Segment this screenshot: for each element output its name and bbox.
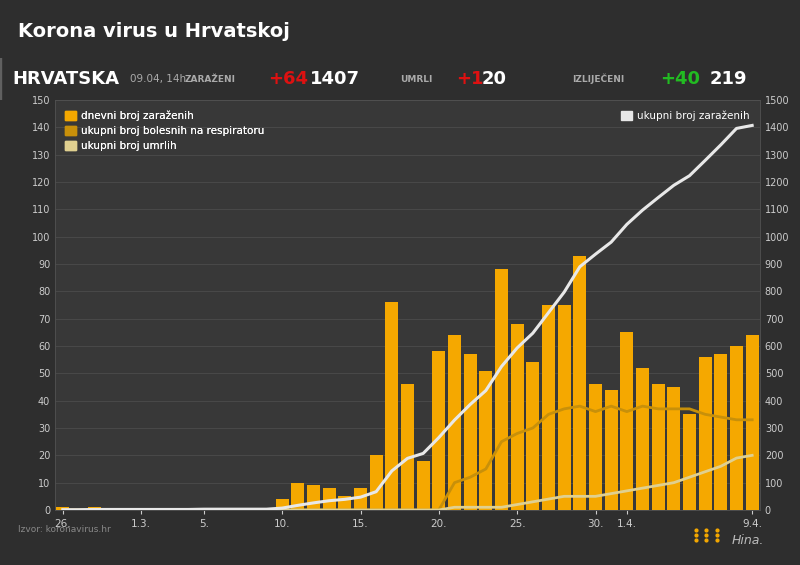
Bar [448, 335, 461, 510]
Text: +64: +64 [268, 70, 308, 88]
Bar [573, 256, 586, 510]
Text: Korona virus u Hrvatskoj: Korona virus u Hrvatskoj [18, 23, 290, 41]
Text: 1407: 1407 [310, 70, 360, 88]
Bar [291, 483, 305, 510]
Legend: ukupni broj zaraženih: ukupni broj zaraženih [616, 105, 754, 126]
Text: ZARAŽENI: ZARAŽENI [185, 75, 236, 84]
Bar [667, 387, 681, 510]
Bar [542, 305, 555, 510]
Text: +1: +1 [456, 70, 483, 88]
Text: Izvor: koronavirus.hr: Izvor: koronavirus.hr [18, 525, 110, 534]
Bar [275, 499, 289, 510]
Bar [307, 485, 320, 510]
Bar [479, 371, 493, 510]
Bar [698, 357, 712, 510]
Text: HRVATSKA: HRVATSKA [12, 70, 119, 88]
Text: UMRLI: UMRLI [400, 75, 432, 84]
Bar [401, 384, 414, 510]
Bar [636, 368, 649, 510]
Bar [322, 488, 336, 510]
Bar [714, 354, 727, 510]
Text: 20: 20 [482, 70, 507, 88]
Bar [432, 351, 446, 510]
Bar [56, 507, 70, 510]
Bar [620, 332, 634, 510]
Bar [651, 384, 665, 510]
Text: 219: 219 [710, 70, 747, 88]
Bar [495, 270, 508, 510]
Bar [417, 461, 430, 510]
Bar [730, 346, 743, 510]
Bar [87, 507, 101, 510]
Text: 09.04, 14h: 09.04, 14h [130, 74, 186, 84]
Bar [338, 496, 351, 510]
Bar [746, 335, 759, 510]
Text: Hina.: Hina. [732, 534, 764, 547]
Bar [589, 384, 602, 510]
Bar [605, 390, 618, 510]
Text: +40: +40 [660, 70, 700, 88]
Legend: dnevni broj zaraženih, ukupni broj bolesnih na respiratoru, ukupni broj umrlih: dnevni broj zaraženih, ukupni broj boles… [60, 105, 270, 157]
Bar [510, 324, 524, 510]
Text: IZLIJEČENI: IZLIJEČENI [572, 74, 624, 84]
Bar [683, 414, 696, 510]
Bar [558, 305, 571, 510]
Bar [526, 362, 539, 510]
Bar [354, 488, 367, 510]
Bar [370, 455, 383, 510]
Bar [385, 302, 398, 510]
Bar [463, 354, 477, 510]
